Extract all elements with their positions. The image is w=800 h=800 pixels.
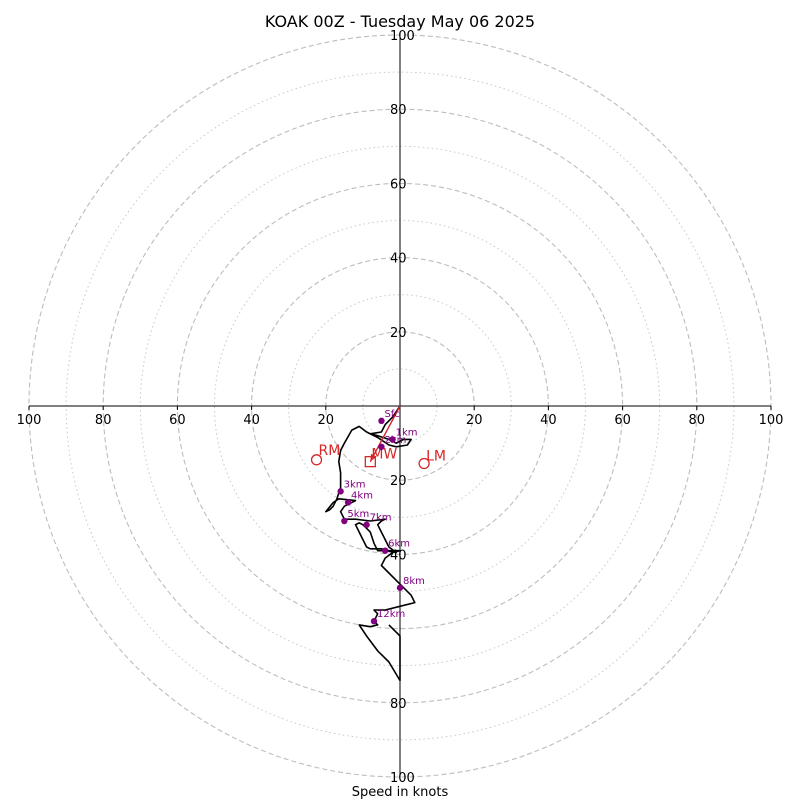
y-tick-label: 60 <box>390 177 407 192</box>
height-marker-label: 1km <box>396 427 418 438</box>
x-tick-label: 60 <box>169 413 186 428</box>
height-marker-dot <box>341 517 348 525</box>
height-marker-label: 12km <box>377 609 405 620</box>
y-tick-label: 100 <box>390 29 415 44</box>
chart-title: KOAK 00Z - Tuesday May 06 2025 <box>265 12 535 31</box>
rm-marker <box>310 454 323 466</box>
x-tick-label: 60 <box>614 413 631 428</box>
height-marker-label: 5km <box>347 509 369 520</box>
height-marker-dot <box>370 617 378 625</box>
lm-label: LM <box>426 449 446 465</box>
x-tick-label: 20 <box>466 413 483 428</box>
x-tick-label: 100 <box>17 413 42 428</box>
y-tick-label: 80 <box>390 103 407 118</box>
height-marker-dot <box>378 443 385 451</box>
height-marker-label: 8km <box>403 576 425 587</box>
height-marker-dot <box>337 488 344 495</box>
hodograph-trace <box>325 405 416 682</box>
lm-marker <box>418 457 430 470</box>
mw-marker <box>364 455 376 468</box>
x-tick-label: 20 <box>318 413 335 428</box>
height-marker-label: 4km <box>351 490 373 501</box>
mw-label: MW <box>371 447 397 463</box>
height-marker-label: 2km <box>384 435 406 446</box>
y-tick-label: 100 <box>390 771 415 786</box>
y-tick-label: 40 <box>390 252 407 267</box>
rm-label: RM <box>319 443 341 459</box>
y-tick-label: 20 <box>390 326 407 341</box>
height-marker-label: 3km <box>344 479 366 490</box>
height-marker-label: Sfc <box>384 409 399 420</box>
mean-wind-arrowhead <box>370 453 377 462</box>
x-axis-label: Speed in knots <box>352 785 449 800</box>
x-tick-label: 40 <box>540 413 557 428</box>
height-marker-dot <box>381 547 389 554</box>
storm-motion: RM LM MW <box>310 405 446 470</box>
x-tick-label: 100 <box>759 413 784 428</box>
height-marker-label: 7km <box>370 513 392 524</box>
x-tick-label: 80 <box>95 413 112 428</box>
height-marker-dot <box>344 499 352 506</box>
y-tick-label: 20 <box>390 474 407 489</box>
x-tick-label: 80 <box>689 413 706 428</box>
height-marker-dot <box>396 584 404 591</box>
tick-labels: 100 80 60 40 20 20 40 60 80 100204060801002040801… <box>17 29 784 786</box>
hodograph-line <box>325 405 416 682</box>
y-tick-label: 80 <box>390 697 407 712</box>
mean-wind-vector <box>369 405 401 462</box>
height-marker-dot <box>378 417 385 425</box>
height-marker-dot <box>363 521 370 528</box>
x-tick-label: 40 <box>243 413 260 428</box>
height-marker-dot <box>389 436 396 443</box>
height-marker-label: 6km <box>388 539 410 550</box>
